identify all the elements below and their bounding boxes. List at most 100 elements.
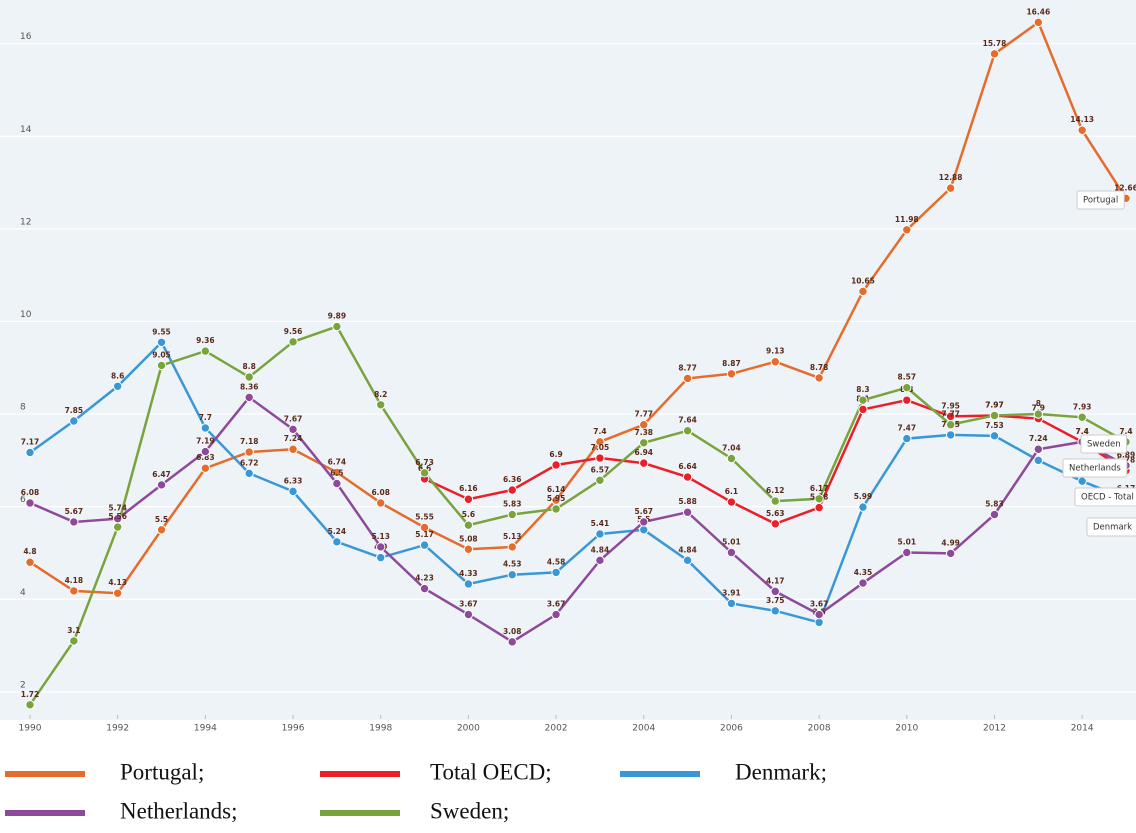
data-label: 5.01: [898, 537, 917, 546]
data-label: 4.18: [65, 576, 84, 585]
data-point: [419, 468, 430, 478]
data-label: 7.97: [985, 400, 1004, 409]
data-point: [332, 478, 342, 489]
data-label: 9.56: [284, 327, 303, 336]
data-point: [551, 609, 561, 620]
data-point: [858, 395, 868, 405]
data-point: [551, 504, 561, 514]
y-tick-label: 8: [20, 403, 26, 413]
data-point: [945, 548, 956, 559]
series-tag-box: [1086, 517, 1136, 537]
data-point: [112, 381, 123, 391]
data-point: [902, 547, 912, 558]
data-label: 4.23: [415, 574, 434, 583]
data-label: 7.7: [199, 413, 212, 422]
data-label: 5.56: [108, 512, 127, 521]
data-point: [25, 447, 35, 458]
data-label: 14.13: [1070, 115, 1094, 124]
data-label: 7.4: [1119, 427, 1132, 436]
data-point: [200, 463, 211, 473]
data-point: [814, 502, 824, 513]
data-label: 7.05: [591, 443, 610, 452]
data-point: [200, 446, 211, 457]
data-point: [69, 416, 79, 426]
data-label: 6.36: [503, 475, 522, 484]
y-tick-label: 10: [20, 310, 32, 320]
series-tag-box: [1062, 458, 1128, 478]
data-label: 6.94: [635, 448, 654, 457]
data-label: 4.99: [941, 538, 960, 547]
data-point: [989, 410, 1000, 421]
data-label: 3.1: [67, 626, 80, 635]
data-label: 8.87: [722, 359, 741, 368]
data-point: [200, 423, 211, 433]
data-label: 15.78: [983, 39, 1007, 48]
data-label: 5.17: [415, 530, 434, 539]
data-label: 5.5: [155, 515, 168, 524]
data-point: [770, 519, 780, 529]
x-tick-label: 2000: [457, 724, 480, 734]
data-label: 4.84: [678, 545, 697, 554]
data-point: [69, 586, 79, 596]
data-label: 6.17: [810, 484, 829, 493]
data-point: [419, 522, 430, 533]
data-label: 7.18: [240, 437, 259, 446]
data-label: 5.88: [678, 497, 697, 506]
data-point: [595, 475, 605, 485]
series-line: [29, 20, 1128, 595]
data-label: 3.91: [722, 588, 741, 597]
data-label: 6.74: [328, 457, 347, 466]
data-point: [244, 447, 254, 457]
data-point: [726, 369, 737, 379]
data-label: 1.72: [21, 690, 40, 699]
data-label: 4.53: [503, 560, 522, 569]
data-point: [814, 609, 824, 620]
x-tick-label: 2008: [808, 724, 831, 734]
data-label: 4.35: [854, 568, 873, 577]
data-label: 5.95: [547, 494, 566, 503]
data-label: 4.8: [23, 547, 36, 556]
data-label: 6.08: [21, 488, 40, 497]
data-label: 7.4: [1076, 427, 1089, 436]
data-point: [288, 337, 298, 347]
data-point: [902, 225, 912, 235]
data-point: [25, 498, 35, 508]
data-label: 5.67: [65, 507, 84, 516]
data-label: 6.72: [240, 458, 259, 467]
data-point: [69, 517, 79, 527]
data-point: [595, 453, 605, 463]
data-point: [858, 404, 868, 415]
data-label: 5.08: [459, 534, 478, 543]
data-label: 11.98: [895, 215, 919, 224]
series-tag-box: [1080, 434, 1128, 454]
data-point: [902, 395, 912, 405]
data-label: 9.55: [152, 327, 171, 336]
data-label: 6.16: [459, 484, 478, 493]
data-label: 5.74: [108, 504, 127, 513]
data-label: 7.04: [722, 444, 741, 453]
data-point: [244, 468, 254, 479]
data-point: [1033, 455, 1044, 466]
data-point: [288, 424, 298, 435]
data-point: [770, 606, 780, 616]
x-tick-label: 2012: [983, 724, 1006, 734]
data-point: [814, 617, 824, 628]
data-point: [507, 637, 517, 647]
data-label: 5.83: [985, 500, 1004, 509]
y-tick-label: 2: [20, 680, 26, 690]
data-point: [858, 502, 868, 512]
series-line: [29, 395, 1127, 644]
data-label: 5.63: [766, 509, 785, 518]
data-point: [945, 430, 956, 440]
data-label: 5.6: [462, 510, 475, 519]
data-point: [1077, 125, 1087, 135]
legend-label: Netherlands;: [120, 798, 238, 823]
data-point: [595, 437, 605, 447]
data-point: [595, 529, 605, 539]
data-point: [156, 337, 167, 347]
data-point: [989, 49, 1000, 59]
data-point: [25, 700, 35, 710]
data-label: 4.84: [591, 545, 610, 554]
data-point: [332, 537, 342, 547]
data-label: 6.1: [725, 487, 738, 496]
